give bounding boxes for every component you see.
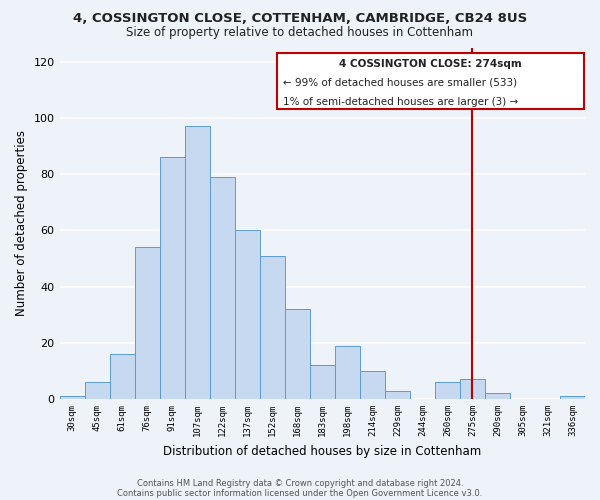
Bar xyxy=(485,394,510,399)
Bar xyxy=(235,230,260,399)
Bar xyxy=(160,157,185,399)
Bar xyxy=(435,382,460,399)
Bar xyxy=(209,177,235,399)
Bar xyxy=(460,380,485,399)
Bar xyxy=(185,126,209,399)
Bar xyxy=(385,390,410,399)
Bar xyxy=(360,371,385,399)
Text: 4, COSSINGTON CLOSE, COTTENHAM, CAMBRIDGE, CB24 8US: 4, COSSINGTON CLOSE, COTTENHAM, CAMBRIDG… xyxy=(73,12,527,26)
Bar xyxy=(285,309,310,399)
Text: 1% of semi-detached houses are larger (3) →: 1% of semi-detached houses are larger (3… xyxy=(283,96,519,106)
Bar xyxy=(560,396,585,399)
Text: 4 COSSINGTON CLOSE: 274sqm: 4 COSSINGTON CLOSE: 274sqm xyxy=(339,58,522,68)
Bar xyxy=(110,354,134,399)
Bar xyxy=(59,396,85,399)
Bar xyxy=(277,53,584,110)
Text: Size of property relative to detached houses in Cottenham: Size of property relative to detached ho… xyxy=(127,26,473,39)
Y-axis label: Number of detached properties: Number of detached properties xyxy=(15,130,28,316)
Bar xyxy=(335,346,360,399)
Bar xyxy=(134,247,160,399)
X-axis label: Distribution of detached houses by size in Cottenham: Distribution of detached houses by size … xyxy=(163,444,481,458)
Bar xyxy=(260,256,285,399)
Text: ← 99% of detached houses are smaller (533): ← 99% of detached houses are smaller (53… xyxy=(283,77,518,87)
Text: Contains HM Land Registry data © Crown copyright and database right 2024.: Contains HM Land Registry data © Crown c… xyxy=(137,478,463,488)
Bar xyxy=(85,382,110,399)
Text: Contains public sector information licensed under the Open Government Licence v3: Contains public sector information licen… xyxy=(118,488,482,498)
Bar xyxy=(310,366,335,399)
